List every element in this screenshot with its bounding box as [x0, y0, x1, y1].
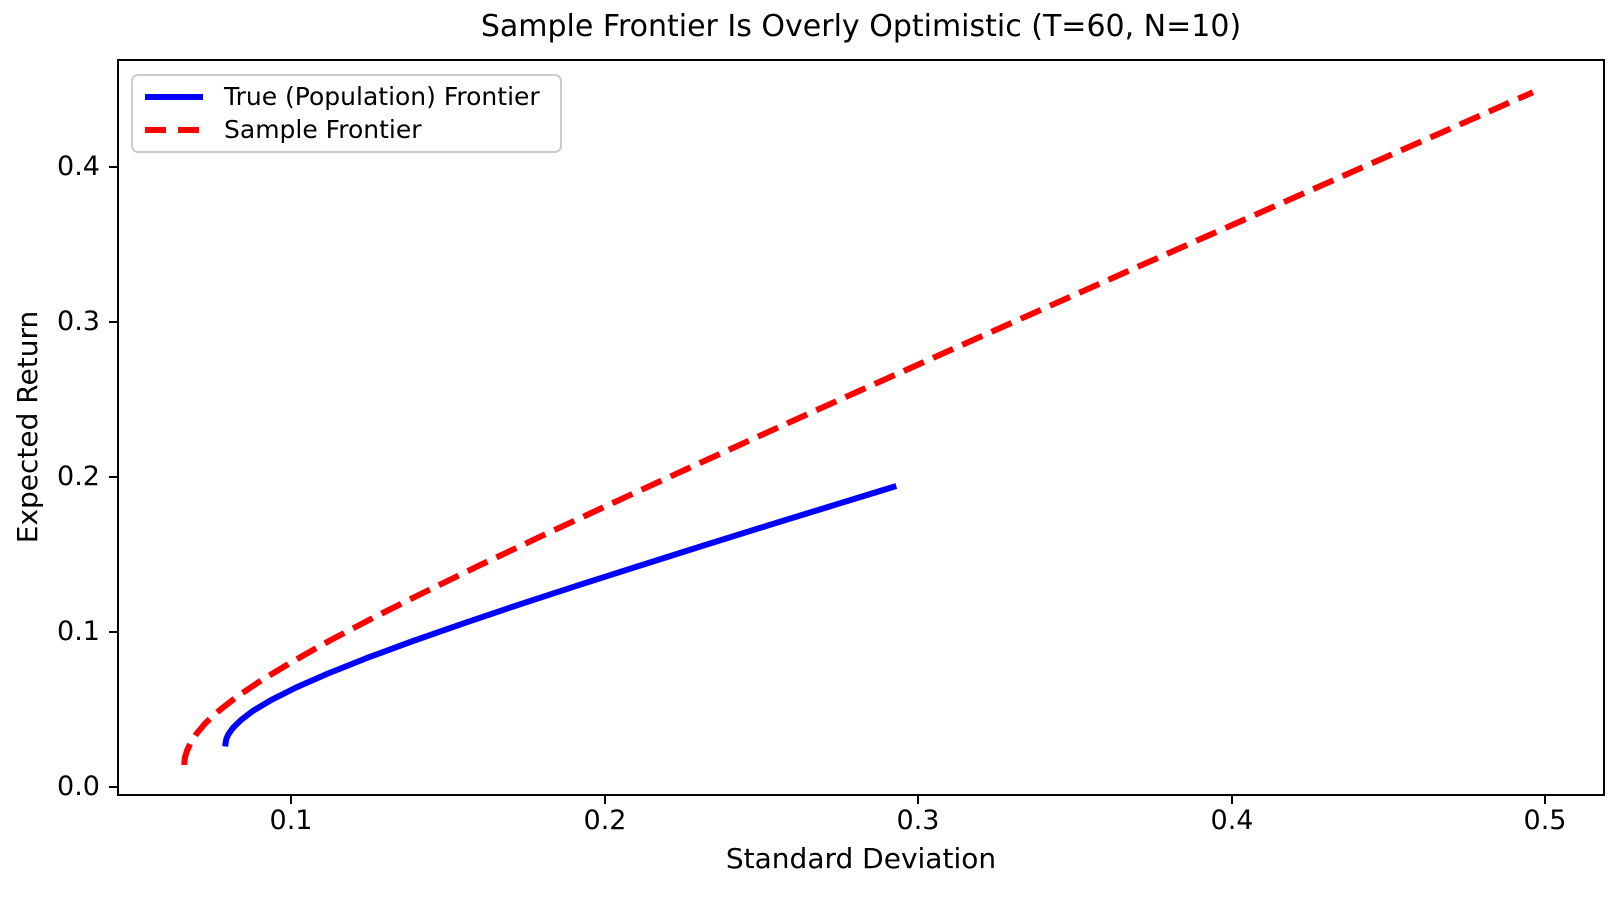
legend-item-true-frontier: True (Population) Frontier [145, 82, 548, 112]
y-tick-label: 0.2 [57, 461, 100, 492]
y-tick-mark [109, 786, 117, 788]
x-tick-label: 0.4 [1210, 805, 1254, 836]
x-tick-label: 0.1 [269, 805, 313, 836]
plot-area [117, 59, 1605, 796]
legend-item-sample-frontier: Sample Frontier [145, 115, 548, 145]
series-line-true-frontier [222, 483, 898, 747]
y-tick-mark [109, 166, 117, 168]
x-tick-mark [604, 796, 606, 804]
dashed-line-sample-icon [145, 126, 203, 133]
solid-line-sample-icon [145, 94, 203, 101]
legend-label-sample-frontier: Sample Frontier [224, 114, 422, 144]
y-tick-mark [109, 631, 117, 633]
y-tick-mark [109, 476, 117, 478]
y-tick-label: 0.1 [57, 616, 100, 647]
x-tick-mark [290, 796, 292, 804]
y-tick-label: 0.0 [57, 771, 100, 802]
x-axis-label: Standard Deviation [725, 842, 997, 875]
x-tick-mark [917, 796, 919, 804]
legend: True (Population) Frontier Sample Fronti… [131, 74, 562, 153]
y-tick-label: 0.3 [57, 306, 100, 337]
axes-frame [117, 59, 1605, 796]
x-tick-mark [1231, 796, 1233, 804]
y-tick-label: 0.4 [57, 151, 100, 182]
x-tick-label: 0.3 [896, 805, 940, 836]
y-tick-mark [109, 321, 117, 323]
x-tick-label: 0.2 [583, 805, 627, 836]
x-tick-mark [1544, 796, 1546, 804]
legend-label-true-frontier: True (Population) Frontier [224, 82, 540, 112]
y-axis-label: Expected Return [11, 310, 44, 544]
chart-title: Sample Frontier Is Overly Optimistic (T=… [480, 9, 1242, 44]
x-tick-label: 0.5 [1523, 805, 1567, 836]
series-line-sample-frontier [181, 89, 1535, 765]
